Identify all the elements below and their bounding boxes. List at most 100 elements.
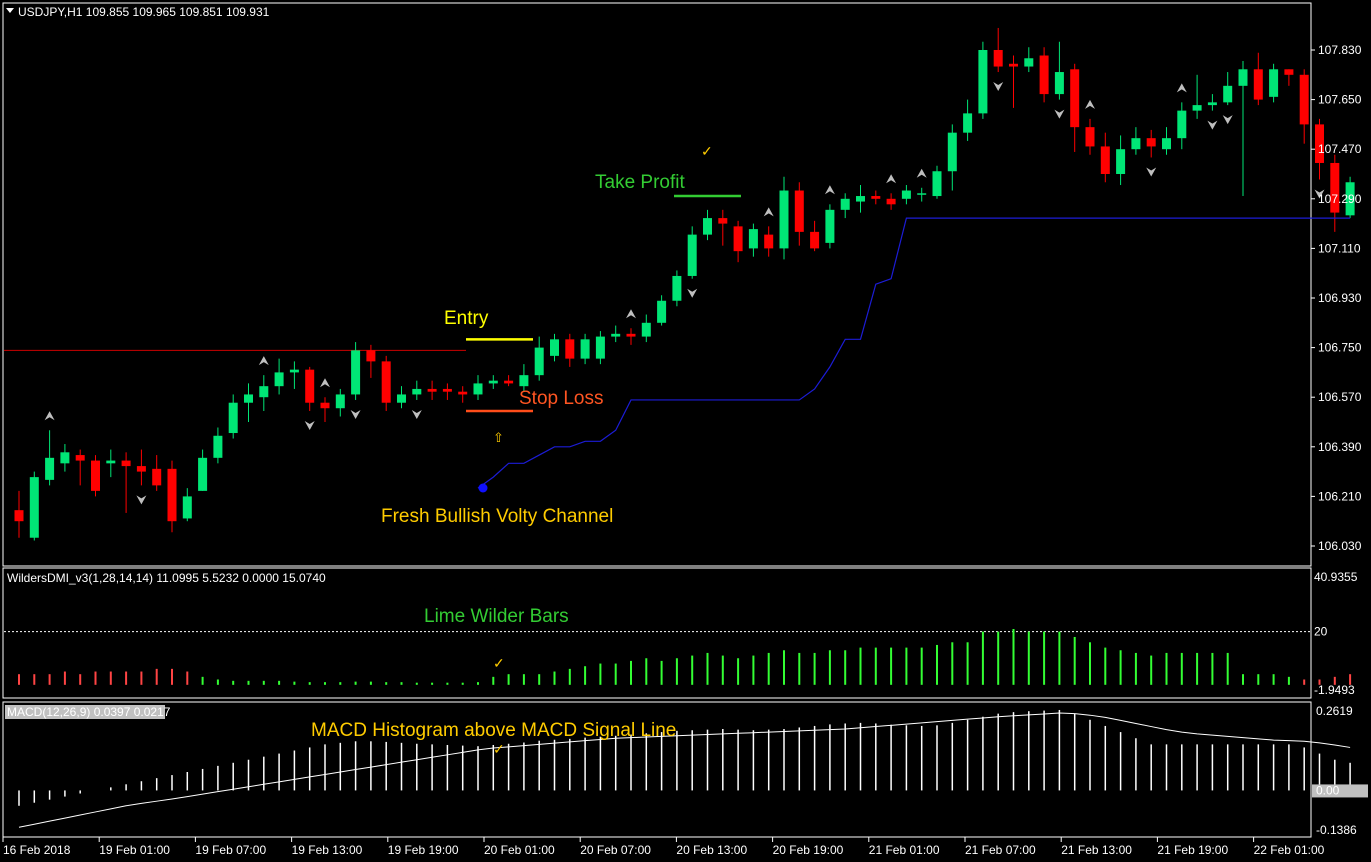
candle-body bbox=[810, 231, 820, 249]
fractals-layer bbox=[44, 82, 1325, 505]
time-tick-label: 21 Feb 07:00 bbox=[965, 843, 1036, 857]
candle-body bbox=[718, 218, 728, 224]
volty-channel-line bbox=[477, 217, 1351, 489]
lime-bars-label: Lime Wilder Bars bbox=[424, 606, 569, 627]
candle-body bbox=[1315, 124, 1324, 163]
candle-body bbox=[167, 468, 177, 522]
candle-body bbox=[932, 171, 942, 197]
dmi-tick-label: -1.9493 bbox=[1314, 683, 1355, 697]
candle-body bbox=[152, 468, 162, 486]
macd-tick-label: 0.00 bbox=[1316, 783, 1340, 797]
candle-body bbox=[1146, 138, 1156, 147]
macd-signal-line bbox=[18, 712, 1351, 828]
check-icon-dmi: ✓ bbox=[493, 655, 505, 671]
candle-body bbox=[91, 460, 100, 491]
candle-body bbox=[473, 383, 483, 395]
candle-body bbox=[397, 394, 406, 403]
fractal-down-icon bbox=[1146, 167, 1157, 177]
price-tick-label: 106.570 bbox=[1318, 390, 1362, 404]
candle-body bbox=[1116, 149, 1126, 174]
candle-body bbox=[641, 322, 651, 337]
stop-loss-label: Stop Loss bbox=[519, 388, 604, 409]
candle-body bbox=[1330, 162, 1340, 213]
candle-body bbox=[1345, 182, 1355, 216]
candle-body bbox=[198, 457, 208, 491]
candle-body bbox=[1054, 72, 1064, 95]
price-tick-label: 107.830 bbox=[1318, 43, 1362, 57]
candle-body bbox=[1009, 63, 1018, 67]
fractal-up-icon bbox=[626, 309, 636, 319]
time-tick-label: 20 Feb 19:00 bbox=[773, 843, 844, 857]
time-tick-label: 21 Feb 01:00 bbox=[869, 843, 940, 857]
candle-body bbox=[228, 402, 238, 434]
fractal-down-icon bbox=[350, 409, 361, 419]
fractal-down-icon bbox=[304, 420, 315, 430]
candle-body bbox=[182, 496, 192, 519]
fractal-down-icon bbox=[411, 409, 422, 419]
fractal-up-icon bbox=[44, 411, 55, 421]
time-tick-label: 16 Feb 2018 bbox=[3, 843, 71, 857]
candle-body bbox=[764, 234, 774, 249]
candle-body bbox=[1162, 138, 1171, 150]
main-header: USDJPY,H1 109.855 109.965 109.851 109.93… bbox=[18, 5, 270, 19]
candle-body bbox=[1284, 69, 1294, 75]
check-icon-main: ✓ bbox=[701, 143, 713, 159]
candle-body bbox=[335, 394, 345, 409]
dmi-tick-label: 20 bbox=[1314, 625, 1328, 639]
entry-label: Entry bbox=[444, 308, 489, 329]
fractal-down-icon bbox=[136, 495, 147, 505]
candle-body bbox=[901, 190, 911, 199]
fractal-down-icon bbox=[1314, 189, 1325, 199]
candle-body bbox=[595, 336, 605, 359]
main-pane-frame bbox=[2, 2, 1312, 567]
time-tick-label: 21 Feb 13:00 bbox=[1061, 843, 1132, 857]
macd-note-label: MACD Histogram above MACD Signal Line bbox=[311, 720, 676, 741]
candle-body bbox=[978, 50, 988, 114]
candle-body bbox=[963, 113, 973, 133]
candle-body bbox=[1238, 69, 1248, 86]
fractal-down-icon bbox=[993, 82, 1004, 92]
macd-tick-label: -0.1386 bbox=[1316, 823, 1357, 837]
fresh-channel-label: Fresh Bullish Volty Channel bbox=[381, 506, 613, 527]
candle-body bbox=[75, 455, 85, 461]
fractal-down-icon bbox=[687, 288, 698, 298]
time-tick-label: 20 Feb 07:00 bbox=[580, 843, 651, 857]
candle-body bbox=[1070, 69, 1080, 128]
candle-body bbox=[626, 333, 636, 337]
candle-body bbox=[289, 369, 299, 373]
fractal-up-icon bbox=[824, 185, 835, 195]
candle-body bbox=[1177, 110, 1187, 139]
fractal-up-icon bbox=[258, 356, 269, 366]
price-tick-label: 106.210 bbox=[1318, 489, 1362, 503]
candle-body bbox=[412, 388, 422, 395]
macd-pane-frame bbox=[2, 701, 1312, 838]
candle-body bbox=[488, 380, 498, 384]
candle-body bbox=[519, 375, 529, 387]
dmi-tick-label: 40.9355 bbox=[1314, 570, 1358, 584]
candle-body bbox=[840, 198, 850, 210]
candle-body bbox=[14, 510, 24, 522]
candle-body bbox=[1131, 138, 1141, 150]
candle-body bbox=[121, 460, 131, 467]
candle-body bbox=[427, 388, 437, 392]
time-tick-label: 19 Feb 01:00 bbox=[99, 843, 170, 857]
time-tick-label: 19 Feb 19:00 bbox=[388, 843, 459, 857]
candle-body bbox=[106, 460, 116, 464]
candle-body bbox=[1024, 58, 1034, 67]
volty-channel-layer bbox=[477, 217, 1351, 489]
candle-body bbox=[703, 218, 712, 235]
candle-body bbox=[504, 380, 514, 384]
macd-layer bbox=[18, 709, 1351, 828]
check-icon-macd: ✓ bbox=[493, 741, 505, 757]
time-tick-label: 19 Feb 07:00 bbox=[195, 843, 266, 857]
dmi-pane-frame bbox=[2, 567, 1312, 699]
dropdown-triangle-icon[interactable] bbox=[6, 8, 14, 13]
fractal-up-icon bbox=[1176, 83, 1187, 93]
candle-body bbox=[1253, 69, 1263, 100]
price-tick-label: 107.290 bbox=[1318, 192, 1362, 206]
candle-body bbox=[947, 132, 957, 172]
fractal-down-icon bbox=[1207, 120, 1218, 130]
time-tick-label: 22 Feb 01:00 bbox=[1254, 843, 1325, 857]
